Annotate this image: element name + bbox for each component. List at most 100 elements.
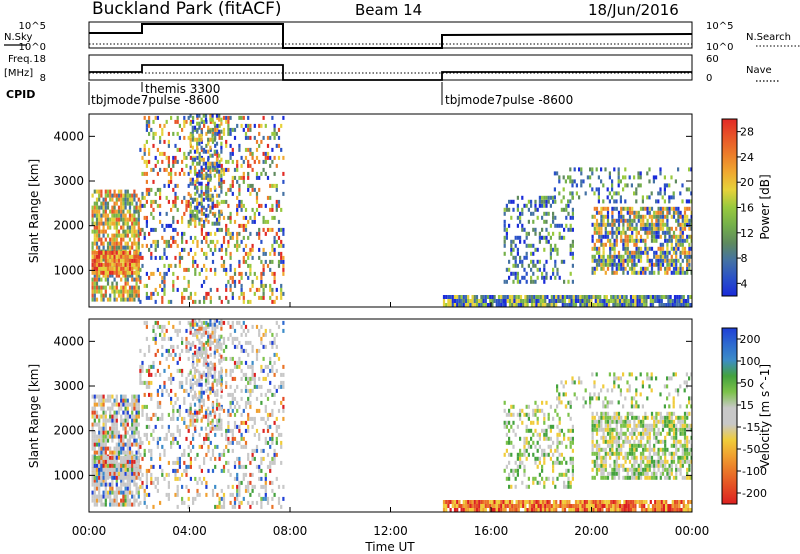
power-cell — [282, 191, 285, 196]
power-cell — [139, 275, 142, 280]
power-cell — [505, 231, 508, 236]
power-cell — [133, 217, 136, 222]
power-cell — [495, 303, 498, 307]
velocity-cell — [200, 398, 203, 403]
power-cell — [128, 209, 132, 214]
power-cell — [161, 279, 164, 284]
velocity-cell — [493, 508, 496, 512]
power-cell — [135, 273, 138, 278]
power-cell — [189, 193, 192, 198]
power-cell — [196, 213, 199, 218]
power-cell — [211, 197, 214, 202]
velocity-cell — [91, 422, 94, 427]
power-cell — [615, 266, 618, 271]
power-cell — [663, 199, 666, 204]
power-cell — [211, 119, 215, 124]
power-cell — [165, 195, 168, 200]
velocity-cell — [205, 452, 208, 457]
power-cell — [611, 179, 614, 184]
power-cell — [98, 266, 101, 271]
velocity-cell — [100, 494, 103, 499]
power-cell — [664, 222, 667, 227]
power-cell — [189, 217, 192, 222]
velocity-cell — [111, 450, 114, 455]
velocity-cell — [120, 434, 123, 439]
power-cell — [213, 165, 216, 170]
velocity-cell — [618, 508, 622, 512]
power-cell — [196, 179, 199, 184]
power-cell — [637, 254, 640, 259]
power-cell — [604, 270, 607, 275]
velocity-cell — [271, 344, 274, 349]
velocity-cell — [176, 408, 179, 413]
power-cell — [154, 239, 157, 244]
velocity-cell — [623, 504, 626, 508]
velocity-cell — [596, 500, 600, 504]
velocity-cell — [264, 440, 267, 445]
velocity-cell — [122, 410, 125, 415]
power-cell — [98, 277, 101, 282]
velocity-cell — [244, 376, 248, 381]
velocity-cell — [126, 478, 129, 483]
velocity-cell — [222, 336, 226, 341]
power-cell — [120, 289, 123, 294]
power-cell — [181, 295, 184, 300]
velocity-cell — [185, 408, 188, 413]
velocity-cell — [227, 436, 230, 441]
power-cell — [220, 157, 223, 162]
power-cell — [124, 189, 127, 194]
power-cell — [131, 193, 134, 198]
velocity-cell — [124, 418, 127, 423]
power-cell — [544, 295, 547, 299]
velocity-cell — [205, 432, 208, 437]
power-cell — [659, 171, 662, 176]
velocity-cell — [462, 504, 465, 508]
power-cell — [262, 287, 265, 292]
velocity-cell — [266, 388, 270, 393]
power-cell — [120, 189, 123, 194]
power-cell — [533, 299, 536, 303]
velocity-cell — [104, 422, 107, 427]
cpid-segment-1: tbjmode7pulse -8600 — [91, 93, 219, 107]
power-cell — [677, 167, 680, 172]
velocity-cell — [240, 444, 243, 449]
velocity-cell — [193, 418, 197, 423]
power-cell — [163, 279, 166, 284]
velocity-cell — [122, 475, 125, 480]
power-cell — [133, 225, 136, 230]
velocity-cell — [145, 492, 148, 497]
power-cell — [623, 295, 626, 299]
velocity-cell — [218, 370, 221, 375]
power-cell — [122, 250, 125, 255]
power-cell — [165, 155, 168, 160]
power-cell — [280, 287, 283, 292]
power-cell — [282, 271, 285, 276]
power-cell — [273, 247, 276, 252]
velocity-cell — [189, 342, 192, 347]
power-cell — [527, 243, 530, 248]
velocity-cell — [104, 442, 107, 447]
velocity-cell — [135, 414, 138, 419]
power-cell — [666, 230, 669, 235]
power-cell — [167, 131, 170, 136]
velocity-cell — [187, 464, 190, 469]
power-cell — [236, 235, 239, 240]
velocity-cell — [204, 350, 208, 355]
power-cell — [260, 259, 263, 264]
velocity-cell — [229, 412, 232, 417]
power-cell — [139, 251, 142, 256]
velocity-cell — [189, 410, 192, 415]
power-cell — [178, 135, 181, 140]
velocity-cell — [174, 352, 177, 357]
power-cell — [687, 303, 690, 307]
velocity-cell — [174, 472, 177, 477]
velocity-cell — [113, 467, 116, 472]
velocity-cell — [115, 430, 118, 435]
power-cell — [637, 250, 640, 255]
velocity-cell — [269, 436, 272, 441]
velocity-cell — [102, 502, 105, 507]
velocity-cell — [198, 410, 201, 415]
power-cell — [139, 231, 142, 236]
velocity-cell — [185, 436, 188, 441]
power-cell — [109, 245, 112, 250]
